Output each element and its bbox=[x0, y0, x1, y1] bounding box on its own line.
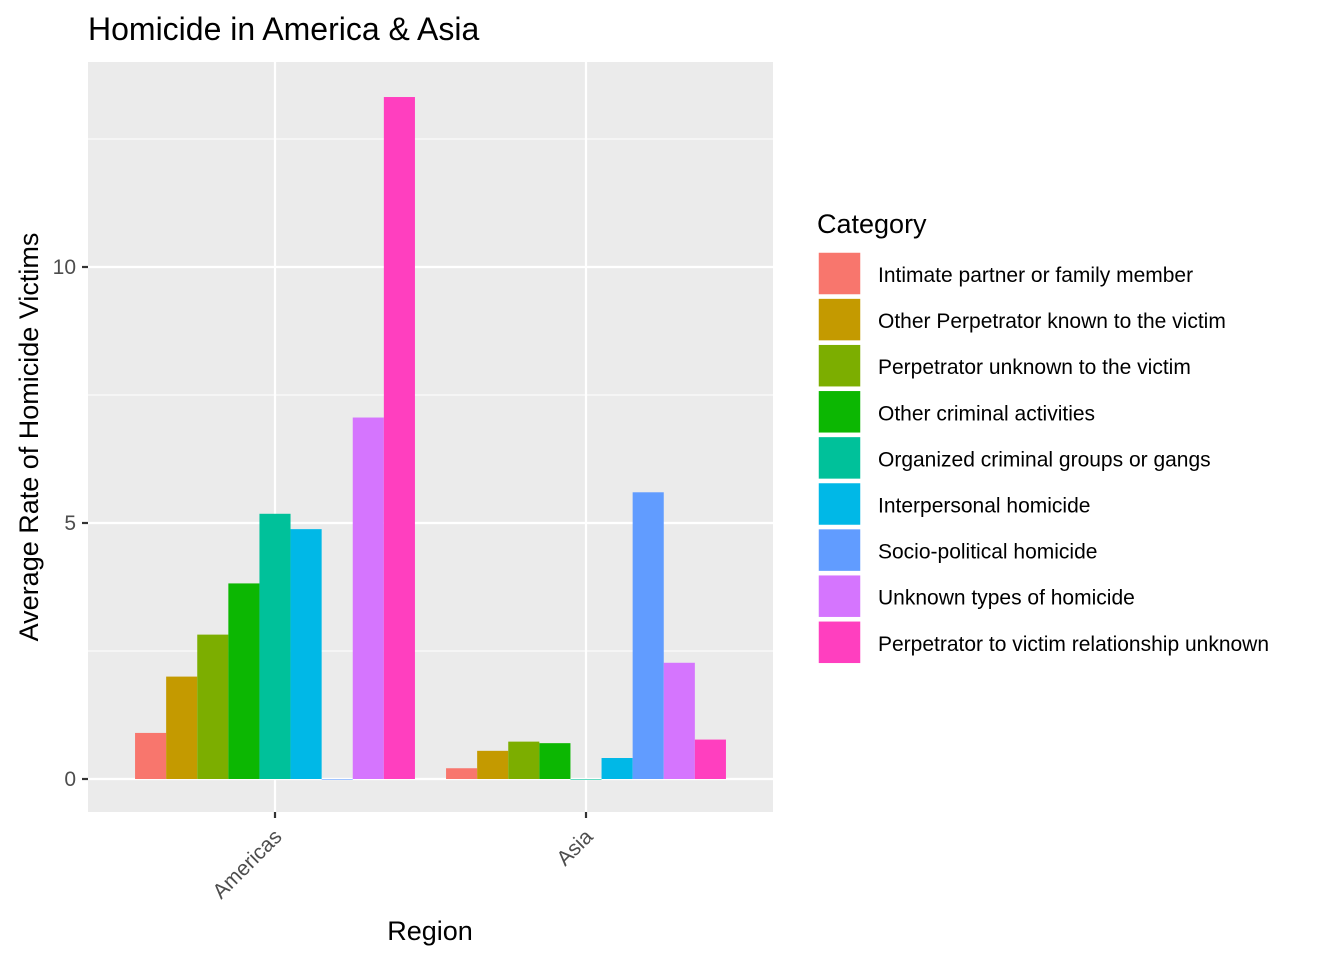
bar bbox=[197, 634, 229, 779]
bars bbox=[135, 97, 726, 780]
bar bbox=[508, 741, 540, 779]
legend-key bbox=[817, 251, 862, 296]
bar bbox=[477, 750, 509, 779]
x-axis-title: Region bbox=[387, 916, 473, 946]
bar bbox=[632, 492, 664, 779]
legend-label: Other criminal activities bbox=[878, 402, 1095, 425]
bar bbox=[570, 779, 602, 780]
x-tick-label: Asia bbox=[552, 825, 597, 870]
legend-label: Socio-political homicide bbox=[878, 541, 1097, 564]
legend-label: Unknown types of homicide bbox=[878, 587, 1135, 610]
chart-title: Homicide in America & Asia bbox=[88, 11, 479, 47]
bar bbox=[135, 732, 167, 779]
bar bbox=[352, 417, 384, 779]
legend-key bbox=[817, 620, 862, 665]
legend-key bbox=[817, 481, 862, 527]
bar bbox=[259, 513, 291, 779]
bar bbox=[290, 529, 322, 779]
bar bbox=[446, 768, 478, 779]
y-tick-label: 5 bbox=[64, 512, 76, 535]
legend-key bbox=[817, 573, 862, 619]
y-tick-label: 10 bbox=[53, 256, 76, 279]
legend-key bbox=[817, 389, 862, 435]
legend-key bbox=[817, 343, 862, 388]
bar bbox=[539, 743, 571, 779]
bar bbox=[383, 97, 415, 780]
legend-label: Interpersonal homicide bbox=[878, 495, 1090, 518]
legend-label: Perpetrator to victim relationship unkno… bbox=[878, 633, 1269, 656]
legend-key bbox=[817, 435, 862, 481]
y-axis: 0 5 10 bbox=[53, 256, 88, 791]
legend-key bbox=[817, 297, 862, 342]
legend: Category Intimate partner or family memb… bbox=[817, 209, 1269, 665]
x-axis: Americas Asia bbox=[208, 812, 598, 903]
bar bbox=[166, 676, 198, 779]
legend-label: Perpetrator unknown to the victim bbox=[878, 356, 1191, 379]
legend-label: Organized criminal groups or gangs bbox=[878, 448, 1211, 471]
y-axis-title: Average Rate of Homicide Victims bbox=[14, 233, 44, 642]
bar bbox=[601, 758, 633, 779]
legend-label: Other Perpetrator known to the victim bbox=[878, 310, 1226, 333]
legend-label: Intimate partner or family member bbox=[878, 264, 1193, 287]
legend-title: Category bbox=[817, 209, 927, 239]
bar bbox=[663, 662, 695, 779]
y-tick-label: 0 bbox=[64, 768, 76, 791]
bar bbox=[321, 779, 353, 780]
bar bbox=[228, 583, 260, 779]
legend-key bbox=[817, 527, 862, 573]
x-tick-label: Americas bbox=[208, 825, 286, 903]
bar bbox=[694, 739, 726, 779]
